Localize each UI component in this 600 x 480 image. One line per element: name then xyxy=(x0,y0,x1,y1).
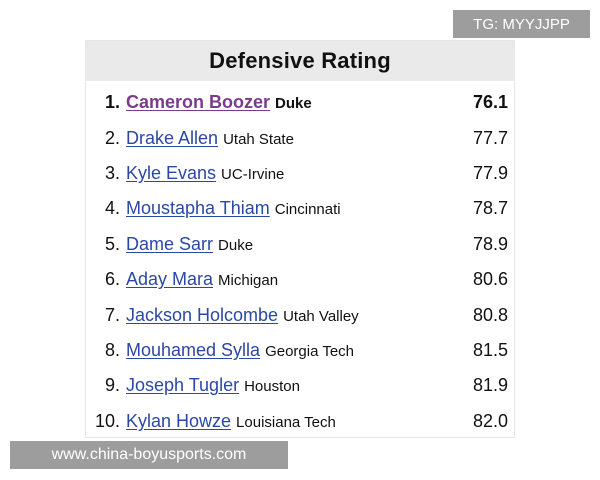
rating-value: 81.9 xyxy=(472,375,508,396)
table-row: 6. Aday Mara Michigan 80.6 xyxy=(86,262,514,297)
player-link[interactable]: Aday Mara xyxy=(126,269,214,290)
ranking-list: 1. Cameron Boozer Duke 76.1 2. Drake All… xyxy=(86,85,514,439)
player-cell: Joseph Tugler Houston xyxy=(126,375,300,396)
rating-value: 81.5 xyxy=(472,339,508,360)
school: Duke xyxy=(218,236,254,254)
table-row: 3. Kyle Evans UC-Irvine 77.9 xyxy=(86,156,514,191)
website-watermark: www.china-boyusports.com xyxy=(10,441,288,469)
rank: 10. xyxy=(94,410,120,431)
player-cell: Mouhamed Sylla Georgia Tech xyxy=(126,340,354,361)
player-cell: Aday Mara Michigan xyxy=(126,269,278,290)
player-link[interactable]: Jackson Holcombe xyxy=(126,304,279,325)
school: Louisiana Tech xyxy=(236,413,336,431)
rank: 3. xyxy=(104,162,120,183)
rank: 9. xyxy=(104,375,120,396)
rank: 2. xyxy=(104,127,120,148)
rating-value: 78.7 xyxy=(472,198,508,219)
defensive-rating-table: Defensive Rating 1. Cameron Boozer Duke … xyxy=(85,40,515,438)
table-row: 10. Kylan Howze Louisiana Tech 82.0 xyxy=(86,404,514,439)
table-row: 8. Mouhamed Sylla Georgia Tech 81.5 xyxy=(86,333,514,368)
rating-value: 76.1 xyxy=(472,92,508,113)
player-cell: Moustapha Thiam Cincinnati xyxy=(126,198,341,219)
rating-value: 77.7 xyxy=(472,127,508,148)
player-cell: Kyle Evans UC-Irvine xyxy=(126,163,284,184)
rank: 6. xyxy=(104,269,120,290)
player-cell: Kylan Howze Louisiana Tech xyxy=(126,411,336,432)
rank: 7. xyxy=(104,304,120,325)
telegram-watermark: TG: MYYJJPP xyxy=(453,10,590,38)
table-row: 5. Dame Sarr Duke 78.9 xyxy=(86,227,514,262)
player-link[interactable]: Joseph Tugler xyxy=(126,375,240,396)
rank: 1. xyxy=(104,92,120,113)
table-row: 4. Moustapha Thiam Cincinnati 78.7 xyxy=(86,191,514,226)
school: Utah State xyxy=(223,130,294,148)
player-link[interactable]: Mouhamed Sylla xyxy=(126,339,261,360)
player-link[interactable]: Kylan Howze xyxy=(126,410,232,431)
table-row: 1. Cameron Boozer Duke 76.1 xyxy=(86,85,514,120)
player-cell: Cameron Boozer Duke xyxy=(126,92,312,113)
rank: 5. xyxy=(104,233,120,254)
table-row: 9. Joseph Tugler Houston 81.9 xyxy=(86,368,514,403)
rating-value: 80.6 xyxy=(472,269,508,290)
rating-value: 80.8 xyxy=(472,304,508,325)
player-cell: Dame Sarr Duke xyxy=(126,234,253,255)
school: Duke xyxy=(275,95,312,113)
school: Georgia Tech xyxy=(265,342,355,360)
table-header: Defensive Rating xyxy=(86,41,514,81)
school: Houston xyxy=(244,378,300,396)
player-link[interactable]: Moustapha Thiam xyxy=(126,198,270,219)
rank: 4. xyxy=(104,198,120,219)
player-cell: Drake Allen Utah State xyxy=(126,128,294,149)
table-row: 2. Drake Allen Utah State 77.7 xyxy=(86,120,514,155)
rating-value: 78.9 xyxy=(472,233,508,254)
school: UC-Irvine xyxy=(221,165,285,183)
school: Utah Valley xyxy=(283,307,359,325)
player-cell: Jackson Holcombe Utah Valley xyxy=(126,305,359,326)
player-link[interactable]: Kyle Evans xyxy=(126,162,217,183)
table-row: 7. Jackson Holcombe Utah Valley 80.8 xyxy=(86,297,514,332)
rating-value: 77.9 xyxy=(472,162,508,183)
rank: 8. xyxy=(104,339,120,360)
school: Cincinnati xyxy=(274,201,341,219)
table-title: Defensive Rating xyxy=(209,48,391,73)
school: Michigan xyxy=(218,272,279,290)
player-link[interactable]: Dame Sarr xyxy=(126,233,214,254)
player-link[interactable]: Cameron Boozer xyxy=(126,92,271,113)
rating-value: 82.0 xyxy=(472,410,508,431)
player-link[interactable]: Drake Allen xyxy=(126,127,219,148)
